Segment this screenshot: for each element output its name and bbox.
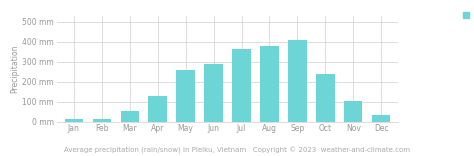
Bar	[204, 64, 223, 122]
Legend: Precipitation: Precipitation	[463, 11, 474, 20]
Bar	[176, 70, 195, 122]
Bar	[64, 119, 83, 122]
Bar	[120, 111, 139, 122]
Bar	[148, 96, 167, 122]
Bar	[344, 101, 363, 122]
Bar	[260, 46, 279, 122]
Text: Average precipitation (rain/snow) in Pleiku, Vietnam   Copyright © 2023  weather: Average precipitation (rain/snow) in Ple…	[64, 147, 410, 154]
Bar	[316, 74, 335, 122]
Bar	[288, 40, 307, 122]
Bar	[92, 119, 111, 122]
Bar	[372, 115, 391, 122]
Bar	[232, 49, 251, 122]
Y-axis label: Precipitation: Precipitation	[10, 44, 19, 93]
